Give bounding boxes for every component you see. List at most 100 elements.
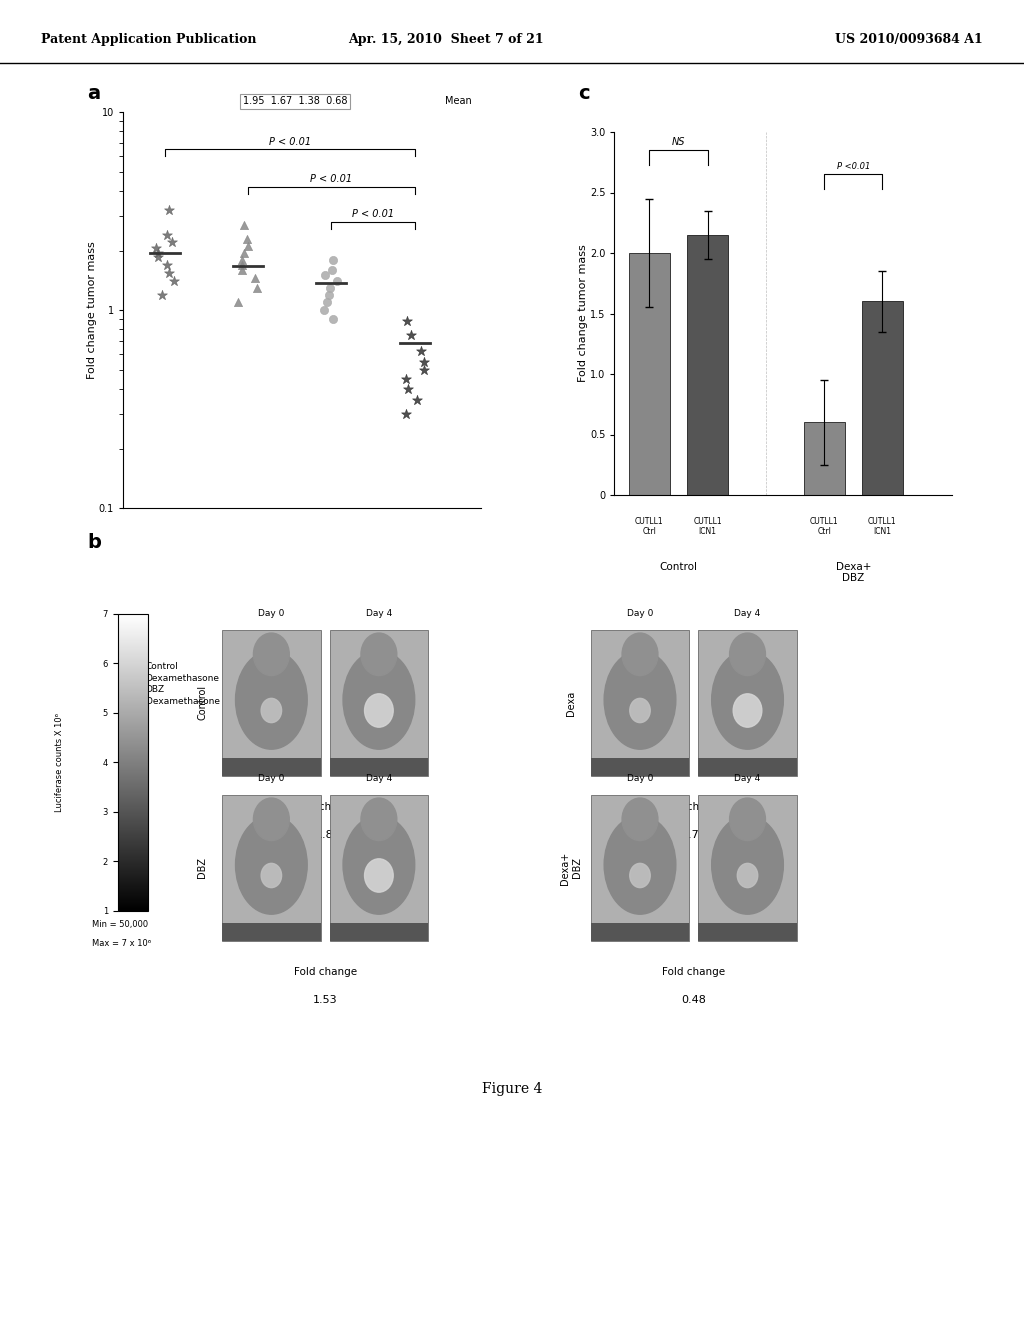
Text: 1.8: 1.8 — [316, 830, 334, 841]
Point — [409, 389, 425, 411]
Text: Dexa: Dexa — [566, 690, 575, 715]
Ellipse shape — [604, 816, 676, 915]
Ellipse shape — [236, 816, 307, 915]
Text: 1.75: 1.75 — [681, 830, 707, 841]
Ellipse shape — [623, 799, 658, 841]
Text: Fold change: Fold change — [663, 801, 725, 812]
Y-axis label: Luciferase counts X 10⁶: Luciferase counts X 10⁶ — [54, 713, 63, 812]
Point — [416, 359, 432, 380]
Text: P <0.01: P <0.01 — [837, 162, 870, 170]
Point — [324, 259, 340, 280]
Point — [329, 271, 345, 292]
Point — [154, 284, 170, 305]
Bar — [591, 923, 689, 941]
Ellipse shape — [343, 816, 415, 915]
Point — [233, 249, 250, 271]
Point — [159, 224, 175, 246]
Ellipse shape — [360, 634, 397, 676]
Bar — [629, 253, 670, 495]
Text: 0.48: 0.48 — [681, 995, 707, 1006]
Point — [161, 199, 177, 220]
Text: Day 0: Day 0 — [258, 610, 285, 619]
Point — [150, 242, 166, 263]
Ellipse shape — [630, 698, 650, 722]
Ellipse shape — [604, 651, 676, 750]
Point — [233, 253, 250, 275]
Bar — [591, 758, 689, 776]
Bar — [330, 758, 428, 776]
Point — [166, 271, 182, 292]
Ellipse shape — [712, 651, 783, 750]
Text: b: b — [87, 533, 101, 552]
Text: c: c — [579, 84, 590, 103]
Point — [239, 228, 255, 249]
Text: Day 0: Day 0 — [627, 610, 653, 619]
Text: CUTLL1
ICN1: CUTLL1 ICN1 — [693, 516, 722, 536]
Text: Dexa+
DBZ: Dexa+ DBZ — [836, 561, 871, 583]
Point — [402, 325, 419, 346]
Ellipse shape — [343, 651, 415, 750]
Point — [318, 292, 335, 313]
Point — [326, 309, 342, 330]
Point — [230, 292, 247, 313]
Bar — [698, 923, 797, 941]
Point — [323, 277, 339, 298]
Text: Fold change: Fold change — [294, 801, 356, 812]
Text: Dexa+
DBZ: Dexa+ DBZ — [560, 851, 582, 884]
Text: Day 4: Day 4 — [366, 775, 392, 784]
Point — [241, 236, 257, 257]
Point — [161, 261, 177, 282]
Point — [398, 310, 415, 331]
Bar — [222, 923, 321, 941]
Text: CUTLL1
ICN1: CUTLL1 ICN1 — [868, 516, 897, 536]
Text: Mean: Mean — [445, 96, 472, 107]
Text: Apr. 15, 2010  Sheet 7 of 21: Apr. 15, 2010 Sheet 7 of 21 — [348, 33, 544, 46]
Bar — [862, 301, 903, 495]
Point — [321, 284, 337, 305]
Ellipse shape — [729, 634, 766, 676]
Y-axis label: Fold change tumor mass: Fold change tumor mass — [87, 242, 97, 379]
Ellipse shape — [712, 816, 783, 915]
Text: Fold change: Fold change — [663, 966, 725, 977]
Point — [315, 300, 332, 321]
Text: Fold change: Fold change — [294, 966, 356, 977]
Point — [159, 253, 175, 275]
Point — [247, 268, 263, 289]
Point — [413, 341, 429, 362]
Point — [233, 259, 250, 280]
Text: CUTLL1
Ctrl: CUTLL1 Ctrl — [810, 516, 839, 536]
Text: Control: Control — [198, 685, 207, 721]
Ellipse shape — [623, 634, 658, 676]
Point — [325, 249, 341, 271]
Point — [416, 351, 432, 372]
Point — [399, 379, 416, 400]
Text: Control: Control — [659, 561, 697, 572]
Ellipse shape — [236, 651, 307, 750]
Bar — [804, 422, 845, 495]
Ellipse shape — [365, 694, 393, 727]
Text: Min = 50,000: Min = 50,000 — [92, 920, 148, 929]
Bar — [330, 923, 428, 941]
Text: NS: NS — [672, 136, 685, 147]
Point — [164, 232, 180, 253]
Text: Day 0: Day 0 — [627, 775, 653, 784]
Ellipse shape — [360, 799, 397, 841]
Text: Day 4: Day 4 — [366, 610, 392, 619]
Bar — [698, 758, 797, 776]
Ellipse shape — [254, 634, 290, 676]
Text: 1.53: 1.53 — [312, 995, 338, 1006]
Point — [236, 214, 252, 235]
Text: DBZ: DBZ — [198, 858, 207, 878]
Y-axis label: Fold change tumor mass: Fold change tumor mass — [579, 244, 589, 383]
Ellipse shape — [630, 863, 650, 887]
Ellipse shape — [365, 859, 393, 892]
Point — [397, 368, 414, 389]
Ellipse shape — [737, 863, 758, 887]
Text: P < 0.01: P < 0.01 — [268, 137, 310, 147]
Text: Patent Application Publication: Patent Application Publication — [41, 33, 256, 46]
Point — [150, 247, 166, 268]
Text: Day 0: Day 0 — [258, 775, 285, 784]
Text: Day 4: Day 4 — [734, 610, 761, 619]
Text: P < 0.01: P < 0.01 — [352, 209, 394, 219]
Ellipse shape — [733, 694, 762, 727]
